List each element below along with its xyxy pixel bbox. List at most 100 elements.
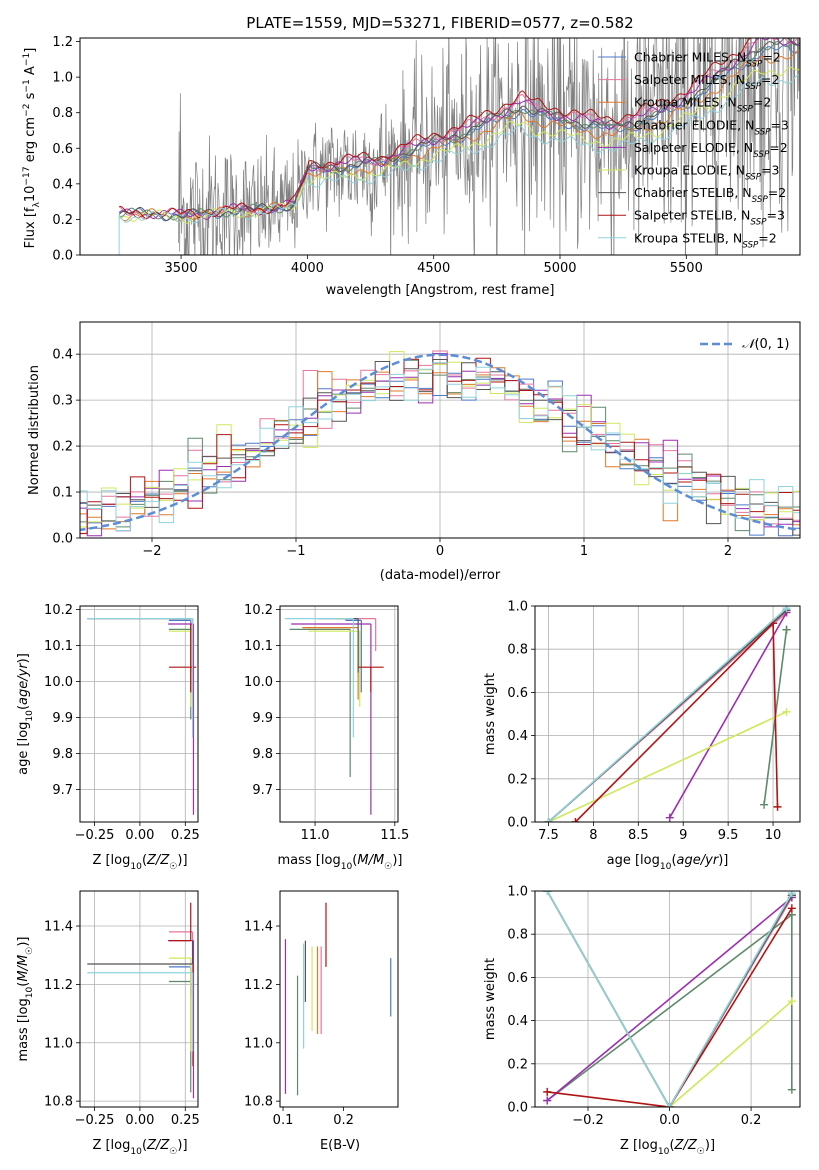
- x-tick-label: 3500: [165, 261, 198, 276]
- axes-frame: [79, 605, 199, 823]
- errorbar-salpeter-stelib: [168, 902, 192, 942]
- model-spectrum-salpeter-stelib: [119, 38, 754, 220]
- y-tick-label: 0.2: [507, 1057, 528, 1072]
- plot-area: [284, 617, 384, 815]
- y-tick-label: 9.7: [252, 783, 273, 798]
- errorbar-kroupa-stelib: [87, 972, 194, 1052]
- y-tick-label: 0.6: [507, 971, 528, 986]
- errorbar-kroupa-stelib: [87, 617, 194, 738]
- legend-label-chabrier-stelib: Chabrier STELIB, NSSP=2: [634, 185, 786, 205]
- x-tick-label: 0.1: [273, 1113, 294, 1128]
- marker-kroupa-elodie: [787, 997, 796, 1006]
- plot-area: [284, 902, 392, 1096]
- axes-frame: [534, 605, 801, 823]
- x-tick-label: −1: [286, 544, 305, 559]
- legend-label-salpeter-stelib: Salpeter STELIB, NSSP=3: [634, 208, 785, 228]
- y-axis-label: mass weight: [483, 958, 498, 1040]
- ticks: 3500 4000 4500 5000 5500 0.0 0.2 0.4 0.6 0.8 1.0 1.…: [52, 35, 703, 276]
- y-axis-label: age [log10(age/yr)]: [16, 653, 35, 775]
- y-tick-label: 0.2: [52, 440, 73, 455]
- x-tick-label: 0.00: [125, 828, 154, 843]
- y-tick-label: 0.6: [507, 686, 528, 701]
- x-axis-label: Z [log10(Z/Z☉)]: [92, 1138, 187, 1157]
- legend-label-normal: 𝒩(0, 1): [742, 337, 789, 352]
- ticks: 11.0 11.5 9.7 9.8 9.9 10.0 10.1 10.2: [244, 603, 409, 843]
- legend-label-kroupa-stelib: Kroupa STELIB, NSSP=2: [634, 230, 777, 250]
- marker-kroupa-stelib: [782, 606, 791, 613]
- axes-frame: [534, 890, 801, 1108]
- y-tick-label: 11.4: [244, 920, 273, 935]
- x-tick-label: 1: [580, 544, 588, 559]
- y-tick-label: 11.2: [244, 978, 273, 993]
- y-tick-label: 0.8: [507, 643, 528, 658]
- x-axis-label: (data-model)/error: [380, 568, 501, 583]
- marker-salpeter-stelib: [543, 1087, 552, 1096]
- x-axis-label: age [log10(age/yr)]: [607, 853, 729, 872]
- errorbar-salpeter-stelib: [168, 624, 197, 693]
- x-tick-label: −0.25: [75, 1113, 115, 1128]
- x-tick-label: 0: [436, 544, 444, 559]
- line-kroupa-stelib: [546, 891, 793, 1107]
- plot-area: [544, 606, 791, 822]
- x-tick-label: −0.2: [572, 1113, 604, 1128]
- y-tick-label: 1.0: [52, 71, 73, 86]
- y-tick-label: 0.1: [52, 486, 73, 501]
- x-axis-label: Z [log10(Z/Z☉)]: [620, 1138, 715, 1157]
- histogram-kroupa-stelib: [80, 362, 800, 532]
- axes-frame: [79, 37, 801, 256]
- plot-area: [543, 891, 796, 1107]
- marker-kroupa-stelib: [544, 818, 553, 822]
- y-tick-label: 10.8: [244, 1095, 273, 1110]
- y-tick-label: 1.0: [507, 885, 528, 900]
- model-spectrum-kroupa-elodie: [118, 66, 800, 224]
- age-vs-metallicity-panel: −0.25 0.00 0.25 9.7 9.8 9.9 10.0 10.1 10.2 Z [log…: [16, 603, 200, 872]
- errorbar-salpeter-stelib: [358, 666, 384, 693]
- marker-salpeter-stelib: [773, 802, 782, 811]
- y-tick-label: 0.2: [507, 772, 528, 787]
- marker-chabrier-elodie: [782, 625, 791, 634]
- errorbar-chabrier-stelib: [87, 940, 194, 965]
- series-kroupa-stelib: [544, 606, 791, 822]
- x-axis-label: mass [log10(M/M☉)]: [278, 853, 403, 872]
- errorbar-kroupa-elodie: [308, 630, 361, 707]
- legend-label-kroupa-miles: Kroupa MILES, NSSP=2: [634, 95, 771, 115]
- plot-area: [80, 350, 800, 537]
- x-tick-label: 0.00: [125, 1113, 154, 1128]
- x-axis-label: E(B-V): [320, 1138, 360, 1153]
- mass-weight-vs-age-panel: 7.5 8 8.5 9 9.5 10 0.0 0.2 0.4 0.6 0.8 1.0 age [log1…: [483, 600, 801, 872]
- line-salpeter-elodie: [669, 612, 788, 819]
- y-tick-label: 9.9: [52, 711, 73, 726]
- y-tick-label: 0.4: [507, 1014, 528, 1029]
- x-tick-label: 5000: [543, 261, 576, 276]
- spectrum-panel: 3500 4000 4500 5000 5500 0.0 0.2 0.4 0.6 0.8 1.0 1.…: [22, 35, 801, 298]
- legend-label-chabrier-miles: Chabrier MILES, NSSP=2: [634, 50, 781, 70]
- y-tick-label: 10.2: [244, 603, 273, 618]
- y-tick-label: 10.1: [44, 639, 73, 654]
- y-tick-label: 9.9: [252, 711, 273, 726]
- mass-weight-vs-metallicity-panel: −0.2 0.0 0.2 0.0 0.2 0.4 0.6 0.8 1.0 Z [log10(Z/Z…: [483, 885, 801, 1157]
- x-tick-label: 0.2: [741, 1113, 762, 1128]
- ticks: 7.5 8 8.5 9 9.5 10 0.0 0.2 0.4 0.6 0.8 1.0: [507, 600, 781, 844]
- plot-area: [87, 617, 197, 815]
- gridlines: [280, 606, 398, 822]
- x-tick-label: 11.0: [301, 828, 330, 843]
- y-tick-label: 0.0: [52, 249, 73, 264]
- x-tick-label: 10: [765, 828, 782, 843]
- marker-kroupa-stelib: [665, 1103, 674, 1107]
- residuals-panel: −2 −1 0 1 2 0.0 0.1 0.2 0.3 0.4 𝒩(0, 1) (data-model…: [27, 321, 801, 583]
- errorbar-chabrier-elodie: [289, 628, 351, 777]
- y-axis-label: mass weight: [483, 673, 498, 755]
- legend-label-chabrier-elodie: Chabrier ELODIE, NSSP=3: [634, 117, 789, 137]
- x-tick-label: 0.25: [171, 1113, 200, 1128]
- x-tick-label: 9.5: [718, 828, 739, 843]
- y-tick-label: 0.4: [52, 348, 73, 363]
- x-tick-label: 2: [724, 544, 732, 559]
- marker-kroupa-stelib: [543, 891, 552, 895]
- y-axis-label: Normed distribution: [27, 365, 42, 495]
- axes-frame: [279, 605, 399, 823]
- y-tick-label: 9.8: [252, 747, 273, 762]
- marker-salpeter-stelib: [571, 818, 580, 822]
- x-tick-label: 8: [589, 828, 597, 843]
- mass-vs-ebv-panel: 0.1 0.2 10.8 11.0 11.2 11.4 E(B-V): [244, 890, 399, 1153]
